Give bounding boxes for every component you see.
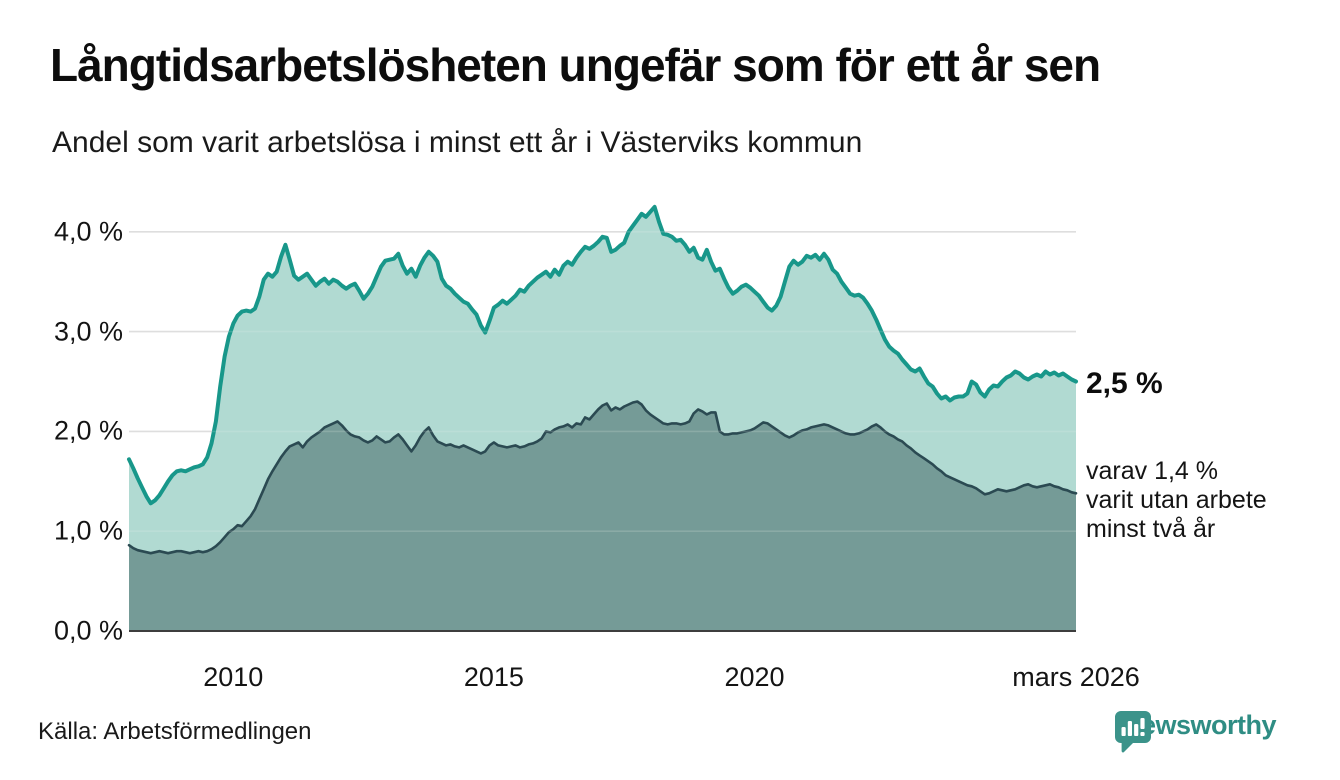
- series-two-years-line: [127, 400, 1078, 555]
- source-note: Källa: Arbetsförmedlingen: [38, 718, 312, 745]
- x-tick-label: 2015: [463, 662, 524, 692]
- page-subtitle: Andel som varit arbetslösa i minst ett å…: [52, 126, 863, 159]
- page-title: Långtidsarbetslösheten ungefär som för e…: [50, 39, 1101, 91]
- x-tick-label: 2010: [203, 662, 264, 692]
- newsworthy-logo: Newsworthy: [1114, 710, 1277, 753]
- series-two-years-area: [129, 401, 1076, 631]
- y-tick-label: 1,0 %: [53, 515, 123, 546]
- y-tick-label: 2,0 %: [53, 415, 123, 446]
- y-tick-label: 4,0 %: [53, 216, 123, 247]
- x-tick-label: mars 2026: [1012, 662, 1140, 692]
- y-tick-label: 0,0 %: [53, 615, 123, 646]
- y-tick-label: 3,0 %: [53, 316, 123, 347]
- x-tick-label: 2020: [724, 662, 785, 692]
- end-value-label-two-years: varav 1,4 % varit utan arbete minst två …: [1086, 457, 1267, 543]
- series-total-line: [127, 204, 1078, 506]
- end-value-label-total: 2,5 %: [1086, 367, 1163, 400]
